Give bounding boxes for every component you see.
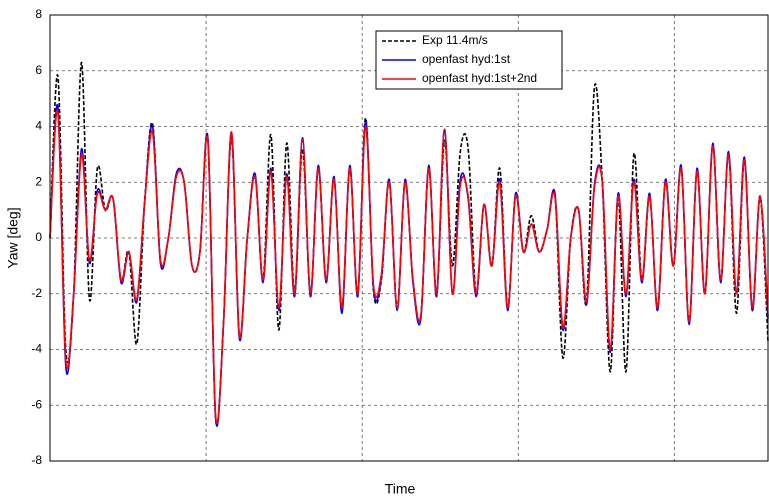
y-tick-label: -8 [31,453,42,467]
y-axis-label: Yaw [deg] [5,207,21,268]
plot-frame [49,14,769,462]
y-tick-label: -6 [31,397,42,411]
y-tick-label: 4 [35,119,42,133]
y-tick-label: 0 [35,230,42,244]
y-tick-label: 2 [35,174,42,188]
y-tick-label: 8 [35,7,42,21]
y-tick-label: -4 [31,342,42,356]
series-line [49,109,769,424]
legend-label: Exp 11.4m/s [422,33,488,47]
series-line [49,103,769,427]
x-axis-label: Time [385,481,416,497]
y-tick-label: -2 [31,286,42,300]
legend-label: openfast hyd:1st [422,52,511,66]
legend-label: openfast hyd:1st+2nd [422,71,537,85]
y-tick-label: 6 [35,63,42,77]
